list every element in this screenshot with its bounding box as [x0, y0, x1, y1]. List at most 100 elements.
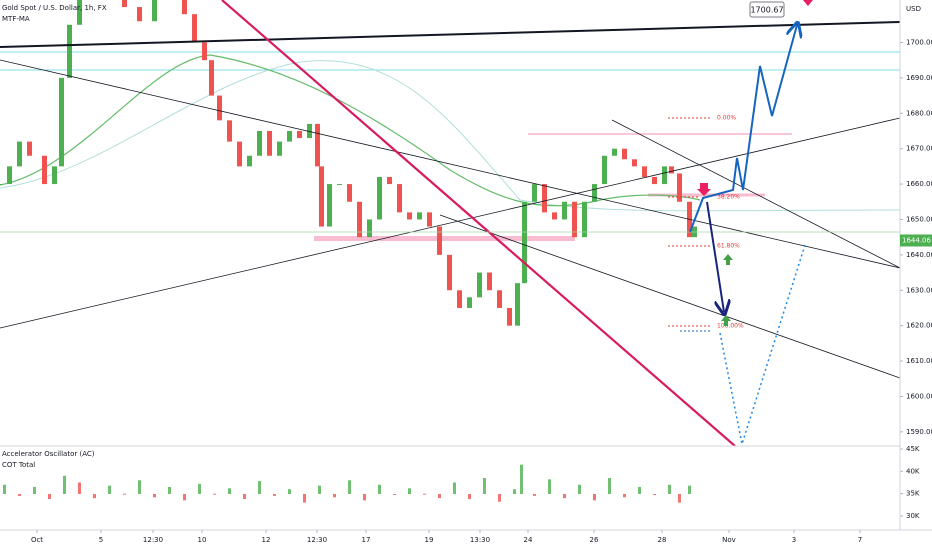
oscillator-bar — [198, 483, 201, 494]
x-tick-label: 10 — [198, 536, 207, 544]
y-tick-label: 1620.00 — [906, 322, 932, 330]
y-tick-label: 1690.00 — [906, 74, 932, 82]
oscillator-bar — [168, 486, 171, 494]
price-callout-label: 1700.67 — [750, 6, 783, 15]
candle — [677, 173, 682, 202]
signal-arrow — [723, 254, 733, 265]
x-tick-label: 28 — [658, 536, 667, 544]
candle — [642, 166, 647, 177]
oscillator-bar — [408, 488, 411, 494]
y-tick-label: 1670.00 — [906, 145, 932, 153]
price-callout — [749, 1, 785, 18]
x-tick-label: 26 — [590, 536, 599, 544]
candle — [477, 272, 482, 298]
oscillator-bar — [468, 494, 471, 500]
y-tick-label: 35K — [906, 490, 920, 498]
signal-arrow — [697, 183, 711, 196]
oscillator-bar — [578, 484, 581, 494]
oscillator-title: Accelerator Oscillator (AC) — [2, 450, 95, 458]
oscillator-pane: 45K 40K 35K 30K — [3, 445, 920, 520]
candle — [182, 0, 187, 15]
oscillator-bar — [183, 494, 186, 501]
x-tick-label: Oct — [31, 536, 43, 544]
candle — [437, 226, 442, 255]
trend-line — [611, 119, 900, 269]
fib-label: 100.00% — [717, 323, 744, 330]
candle — [277, 141, 282, 156]
x-tick-label: 19 — [425, 536, 434, 544]
oscillator-bar — [138, 480, 141, 494]
oscillator-bar — [363, 494, 366, 501]
price-pane: 0.00% 38.20% 61.80% 100.00% 1700.67 — [0, 0, 900, 446]
trend-line — [0, 21, 900, 48]
moving-average — [0, 54, 701, 207]
candle — [622, 148, 627, 160]
candle — [59, 77, 64, 167]
y-tick-label: 1660.00 — [906, 180, 932, 188]
candle — [347, 184, 352, 202]
candle — [67, 24, 72, 78]
signal-arrow — [721, 315, 731, 326]
x-tick-label: 12 — [262, 536, 271, 544]
candle — [209, 60, 214, 96]
y-tick-label: 40K — [906, 467, 920, 475]
oscillator-bar — [668, 484, 671, 494]
oscillator-bar — [653, 494, 656, 495]
oscillator-bar — [288, 489, 291, 494]
oscillator-bar — [678, 494, 681, 503]
candle — [515, 283, 520, 326]
x-tick-label: 12:30 — [307, 536, 327, 544]
x-tick-label: 13:30 — [470, 536, 490, 544]
candle — [319, 166, 324, 227]
oscillator-bar — [303, 494, 306, 503]
oscillator-bar — [498, 494, 501, 502]
oscillator-bar — [348, 480, 351, 494]
oscillator-bar — [378, 484, 381, 494]
axes: 1590.00 1600.00 1610.00 1620.00 1630.00 1640.… — [31, 38, 932, 544]
candle — [202, 42, 207, 61]
candle — [572, 201, 577, 238]
oscillator-bar — [243, 494, 246, 500]
projection-arrow — [706, 201, 724, 312]
candle — [522, 201, 527, 284]
candle — [552, 212, 557, 220]
candle — [357, 201, 362, 238]
projection-arrow — [689, 25, 797, 233]
candle — [267, 130, 272, 156]
oscillator-bar — [520, 464, 523, 494]
trend-line — [439, 214, 900, 379]
y-tick-label: 1680.00 — [906, 109, 932, 117]
oscillator-bar — [273, 494, 276, 496]
signal-arrow — [803, 0, 813, 6]
y-tick-label: 1600.00 — [906, 392, 932, 400]
candle — [42, 155, 47, 185]
oscillator-bar — [78, 482, 81, 494]
x-tick-label: Nov — [722, 536, 736, 544]
candle — [582, 201, 587, 238]
oscillator-bar — [213, 493, 216, 495]
oscillator-bar — [638, 486, 641, 494]
candle — [237, 141, 242, 167]
candle — [257, 130, 262, 156]
trend-line — [221, 0, 736, 446]
oscillator-bar — [393, 494, 396, 495]
x-tick-label: 17 — [362, 536, 371, 544]
oscillator-bar — [453, 482, 456, 494]
oscillator-bar — [608, 478, 611, 494]
last-price-label: 1644.06 — [902, 236, 931, 244]
oscillator-bar — [48, 494, 51, 500]
trend-line — [0, 59, 900, 269]
oscillator-bar — [228, 488, 231, 494]
oscillator-bar — [533, 494, 536, 496]
candle — [562, 201, 567, 220]
fib-label: 38.20% — [717, 194, 740, 201]
candles — [0, 0, 697, 326]
x-tick-label: 7 — [858, 536, 862, 544]
x-tick-label: 24 — [524, 536, 533, 544]
oscillator-bar — [438, 494, 441, 499]
x-tick-label: 12:30 — [143, 536, 163, 544]
candle — [612, 148, 617, 156]
oscillator-bar — [563, 494, 566, 499]
oscillator-bar — [548, 479, 551, 494]
projection-arrow — [719, 244, 806, 445]
